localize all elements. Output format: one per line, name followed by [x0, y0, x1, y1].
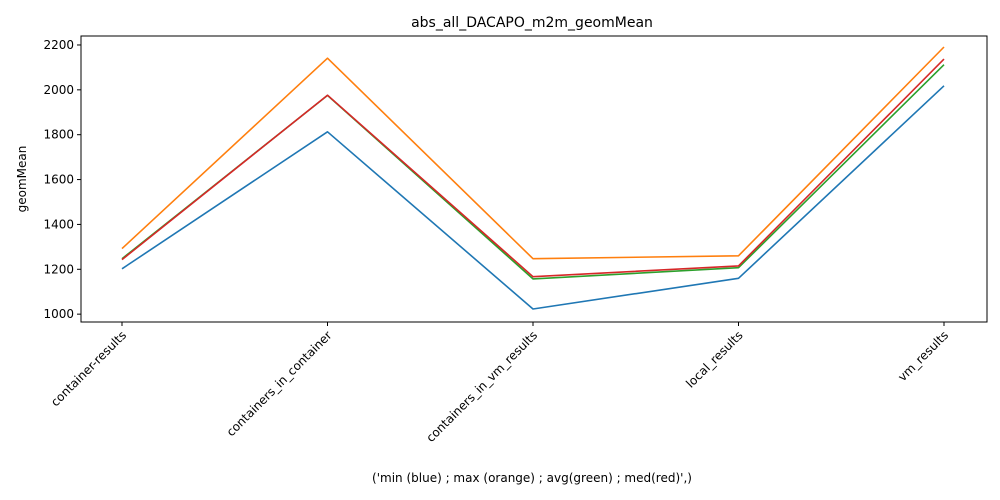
plot-frame [80, 35, 988, 323]
y-axis: 1000 1200 1400 1600 1800 2000 2200 [43, 38, 81, 321]
y-tick-label: 1600 [43, 173, 74, 187]
x-tick-label: containers_in_container [224, 328, 335, 439]
x-tick-label: vm_results [895, 328, 951, 384]
y-axis-label: geomMean [15, 146, 29, 213]
y-tick-label: 2000 [43, 83, 74, 97]
chart-title: abs_all_DACAPO_m2m_geomMean [411, 15, 653, 31]
x-axis-label: ('min (blue) ; max (orange) ; avg(green)… [372, 471, 692, 485]
y-tick-label: 1400 [43, 217, 74, 231]
x-tick-label: container-results [48, 328, 129, 409]
series-line-3 [121, 58, 945, 278]
series-line-0 [121, 85, 945, 310]
x-tick-label: local_results [683, 328, 745, 390]
y-tick-label: 1200 [43, 262, 74, 276]
y-tick-label: 1000 [43, 307, 74, 321]
x-axis: container-results containers_in_container… [48, 322, 951, 445]
y-tick-label: 2200 [43, 38, 74, 52]
y-tick-label: 1800 [43, 128, 74, 142]
series-layer [121, 46, 945, 310]
x-tick-label: containers_in_vm_results [423, 328, 540, 445]
series-line-1 [121, 46, 945, 260]
